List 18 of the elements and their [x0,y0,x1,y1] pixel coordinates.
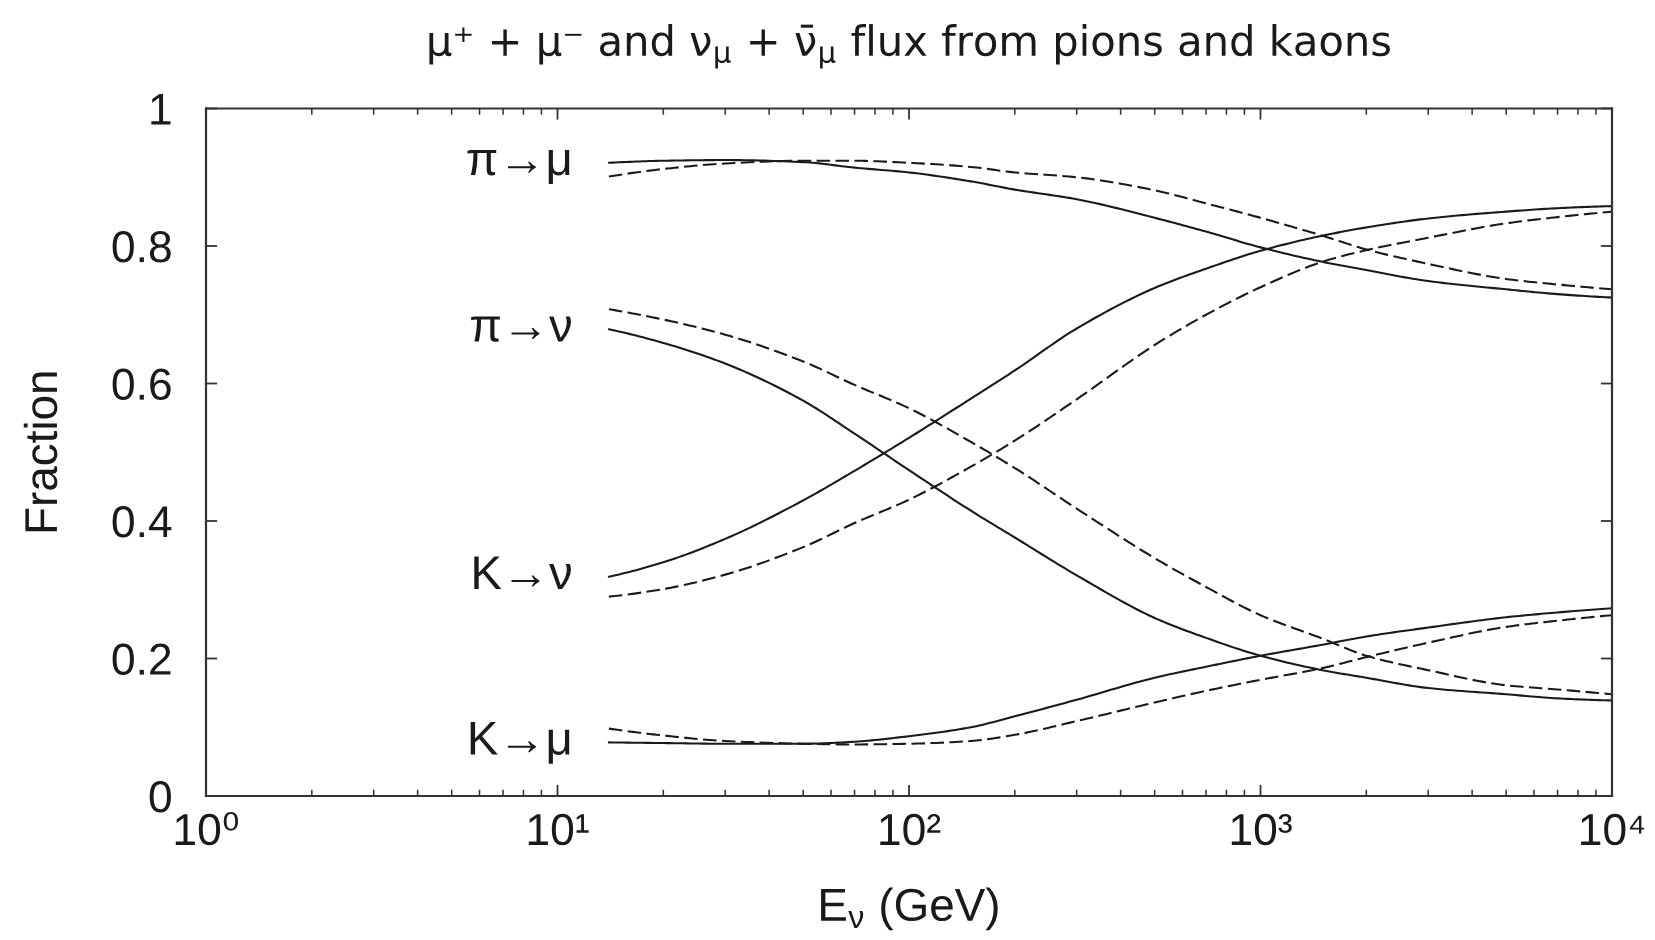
y-axis-title: Fraction [23,372,58,532]
x-tick-label: 10³ [1231,813,1292,846]
series-label: K→ν [474,556,571,589]
y-tick-label: 0.4 [112,506,172,538]
y-tick-label: 0 [149,781,171,813]
y-tick-label: 0.2 [112,643,171,676]
y-tick-label: 1 [151,94,171,125]
y-tick-label: 0.8 [112,231,171,263]
series-label: K→μ [470,722,570,764]
series-label: π→ν [471,316,571,342]
y-tick-label: 0.6 [112,368,171,401]
chart-title: μ⁺ + μ⁻ and ν$_{μ}$ + ν̄$_{μ}$ flux from pions and kaons [429,24,1390,69]
x-axis-title: E$_{ν}$ (GeV) [821,887,998,931]
x-tick-label: 10¹ [528,813,589,846]
x-tick-label: 10⁰ [175,811,239,846]
series-label: π→μ [467,150,570,185]
x-tick-label: 10⁴ [1581,813,1645,846]
x-tick-label: 10² [880,813,941,846]
